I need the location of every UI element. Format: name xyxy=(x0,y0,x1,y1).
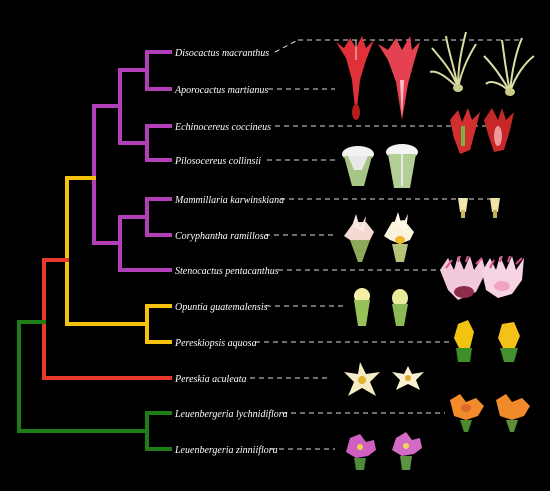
clade-green xyxy=(17,320,172,451)
flower-leuenbergeria-z-whole xyxy=(346,434,376,470)
flower-pilosocereus-section xyxy=(386,144,418,188)
taxon-label-opuntia: Opuntia guatemalensis xyxy=(175,302,268,313)
flower-mammillaria-section xyxy=(490,198,500,218)
taxon-label-echinocereus: Echinocereus coccineus xyxy=(174,122,271,133)
tree-branches xyxy=(17,50,172,451)
clade-magenta xyxy=(92,50,172,272)
flower-leuenbergeria-l-section xyxy=(496,394,530,432)
flower-mammillaria-whole xyxy=(458,198,468,218)
flower-echinocereus-whole xyxy=(450,108,480,154)
flower-pereskia-whole xyxy=(344,362,380,396)
taxon-label-mammillaria: Mammillaria karwinskiana xyxy=(174,195,284,206)
leader-disocactus-slant xyxy=(274,39,299,53)
taxon-label-leuenbergeria-z: Leuenbergeria zinniiflora xyxy=(174,445,278,456)
taxon-labels: Disocactus macranthus Aporocactus martia… xyxy=(174,48,288,456)
flower-stenocactus-whole xyxy=(440,255,486,300)
flower-images xyxy=(336,31,535,470)
flower-pereskiopsis-section xyxy=(498,322,520,362)
flower-pale-section xyxy=(483,37,535,96)
flower-disocactus-whole xyxy=(336,36,374,120)
flower-pale-whole xyxy=(429,31,477,92)
flower-echinocereus-section xyxy=(484,108,514,152)
flower-disocactus-section xyxy=(378,36,420,120)
taxon-label-aporocactus: Aporocactus martianus xyxy=(174,85,268,96)
taxon-label-stenocactus: Stenocactus pentacanthus xyxy=(175,266,279,277)
taxon-label-pereskiopsis: Pereskiopsis aquosa xyxy=(174,338,257,349)
flower-opuntia-whole xyxy=(354,288,370,326)
taxon-label-leuenbergeria-l: Leuenbergeria lychnidiflora xyxy=(174,409,288,420)
flower-stenocactus-section xyxy=(482,255,524,298)
flower-pereskiopsis-whole xyxy=(454,320,474,362)
taxon-label-disocactus: Disocactus macranthus xyxy=(174,48,269,59)
flower-leuenbergeria-l-whole xyxy=(450,394,484,432)
clade-red xyxy=(42,258,172,380)
flower-coryphantha-section xyxy=(384,212,414,262)
clade-yellow xyxy=(65,176,172,344)
flower-coryphantha-whole xyxy=(344,214,374,262)
flower-opuntia-section xyxy=(392,289,408,326)
taxon-label-pilosocereus: Pilosocereus collinsii xyxy=(174,156,261,167)
taxon-label-pereskia: Pereskia aculeata xyxy=(174,374,247,385)
flower-pereskia-section xyxy=(392,366,424,390)
taxon-label-coryphantha: Coryphantha ramillosa xyxy=(175,231,269,242)
flower-leuenbergeria-z-section xyxy=(392,432,422,470)
flower-pilosocereus-whole xyxy=(342,146,374,186)
